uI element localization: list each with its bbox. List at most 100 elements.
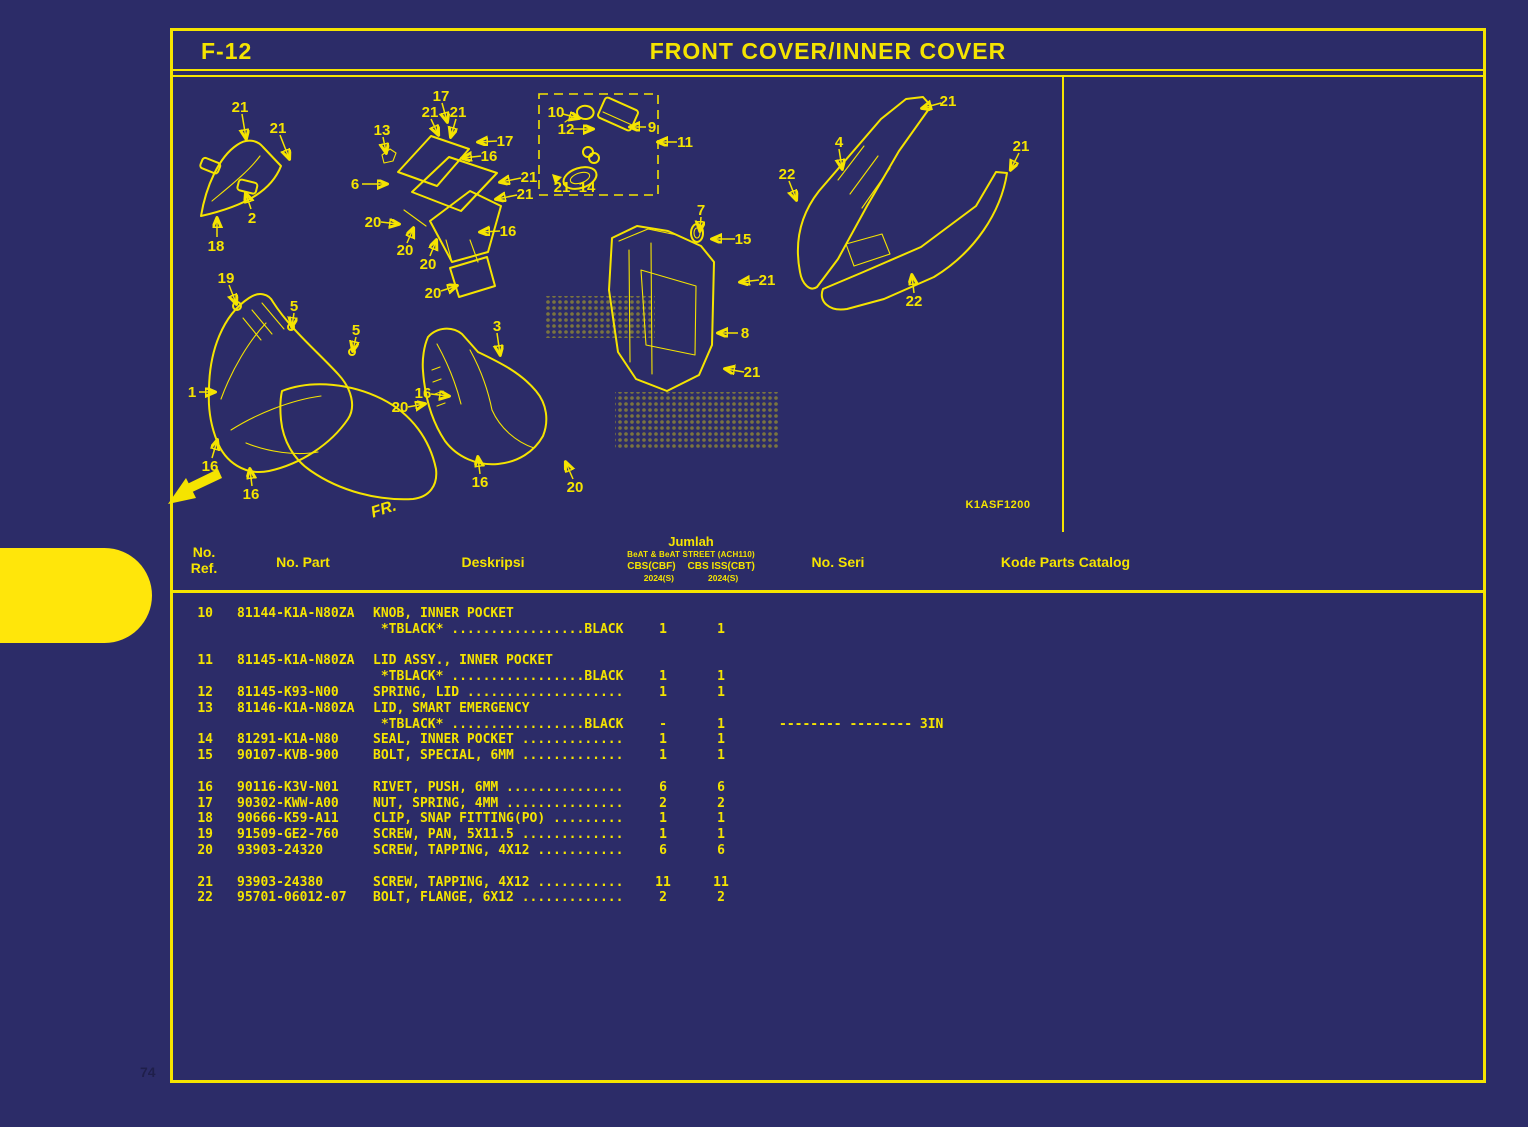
cell-part: 90116-K3V-N01 [237,779,339,795]
table-row: 13 81146-K1A-N80ZA LID, SMART EMERGENCY [173,701,1483,717]
table-header: No. Ref. No. Part Deskripsi Jumlah BeAT … [173,532,1483,593]
table-row-spacer [173,764,1483,780]
cell-q2: 1 [717,827,725,843]
table-row-spacer [173,859,1483,875]
cell-part: 90302-KWW-A00 [237,795,339,811]
cell-q2 [699,653,743,669]
cell-q2: 2 [717,890,725,906]
cell-ref: 15 [197,748,213,764]
cell-ref: 19 [197,827,213,843]
table-row: 22 95701-06012-07 BOLT, FLANGE, 6X12 .....… [173,890,1483,906]
table-row: 21 93903-24380 SCREW, TAPPING, 4X12 ......… [173,875,1483,891]
cell-desc: LID ASSY., INNER POCKET [373,653,554,669]
cell-q1: 1 [659,621,667,637]
cell-part: 81291-K1A-N80 [237,732,339,748]
cell-q2: 6 [717,842,725,858]
cell-part: 81145-K93-N00 [237,684,339,700]
table-row: 20 93903-24320 SCREW, TAPPING, 4X12 ......… [173,843,1483,859]
column-header-catalog: Kode Parts Catalog [1000,554,1131,570]
cell-desc: SCREW, TAPPING, 4X12 ........... [373,874,624,890]
cell-seri: -------- -------- 3IN [779,716,944,732]
cell-q1 [641,653,685,669]
page-header: F-12 FRONT COVER/INNER COVER [173,31,1483,71]
ref-header-line2: Ref. [190,560,218,576]
cell-q1: 1 [659,827,667,843]
page-number-watermark: 74 [140,1064,156,1080]
cell-ref: 10 [197,606,213,621]
table-row-spacer [173,638,1483,654]
cell-part: 90107-KVB-900 [237,748,339,764]
cell-part: 81144-K1A-N80ZA [237,606,355,621]
cell-desc: SEAL, INNER POCKET ............. [373,732,624,748]
qty-col1-year: 2024(S) [643,573,674,583]
page-frame: F-12 FRONT COVER/INNER COVER K1ASF1200 F… [170,28,1486,1083]
ref-header-line1: No. [192,544,216,560]
diagram-reference-code: K1ASF1200 [965,499,1031,511]
cell-ref: 17 [197,795,213,811]
cell-q1: 6 [659,842,667,858]
cell-q1: 11 [655,874,671,890]
cell-q1: 2 [659,890,667,906]
cell-q2 [699,701,743,717]
cell-desc: NUT, SPRING, 4MM ............... [373,795,624,811]
cell-ref: 11 [197,653,213,669]
cell-ref [173,622,213,638]
cell-q2 [699,606,743,622]
diagram-region [173,77,1483,530]
table-row: *TBLACK* .................BLACK 1 1 [173,669,1483,685]
column-header-quantity-group: Jumlah BeAT & BeAT STREET (ACH110) CBS(C… [601,534,781,583]
cell-desc: CLIP, SNAP FITTING(PO) ......... [373,811,624,827]
column-header-description: Deskripsi [461,554,525,570]
cell-desc: RIVET, PUSH, 6MM ............... [373,779,624,795]
cell-part [237,669,373,685]
page-code: F-12 [201,38,253,64]
column-header-seri: No. Seri [811,554,865,570]
cell-desc: BOLT, SPECIAL, 6MM ............. [373,748,624,764]
cell-q2: 1 [717,732,725,748]
table-row: 10 81144-K1A-N80ZA KNOB, INNER POCKET [173,606,1483,622]
cell-q1 [641,701,685,717]
parts-table-body: 10 81144-K1A-N80ZA KNOB, INNER POCKET *TBL… [173,595,1483,1080]
cell-ref: 16 [197,779,213,795]
table-row: 12 81145-K93-N00 SPRING, LID .............… [173,685,1483,701]
cell-part: 81145-K1A-N80ZA [237,653,355,669]
qty-group-subtitle: BeAT & BeAT STREET (ACH110) [627,550,755,559]
section-tab[interactable] [0,548,152,643]
cell-q2: 6 [717,779,725,795]
cell-q1: 1 [659,669,667,685]
cell-desc: SCREW, TAPPING, 4X12 ........... [373,842,624,858]
table-row: *TBLACK* .................BLACK 1 1 [173,622,1483,638]
cell-part: 93903-24320 [237,842,324,858]
qty-group-title: Jumlah [668,534,714,549]
cell-part: 91509-GE2-760 [237,827,339,843]
cell-q2: 1 [717,669,725,685]
cell-part [237,717,373,733]
cell-q1 [641,606,685,622]
cell-q2: 1 [717,621,725,637]
table-row: 18 90666-K59-A11 CLIP, SNAP FITTING(PO) ..… [173,811,1483,827]
column-header-part: No. Part [276,554,330,570]
cell-desc: SPRING, LID .................... [373,684,624,700]
cell-q2: 11 [713,874,729,890]
cell-ref: 13 [197,700,213,716]
cell-q1: 6 [659,779,667,795]
cell-ref [173,669,213,685]
cell-q1: 1 [659,732,667,748]
cell-desc: *TBLACK* .................BLACK [373,621,624,637]
cell-ref: 14 [197,732,213,748]
diagram-right-divider [1062,77,1064,532]
table-row: 14 81291-K1A-N80 SEAL, INNER POCKET ......… [173,732,1483,748]
cell-q1: 2 [659,795,667,811]
table-row: 17 90302-KWW-A00 NUT, SPRING, 4MM ........… [173,796,1483,812]
qty-col2-year: 2024(S) [708,573,739,583]
cell-desc: KNOB, INNER POCKET [373,606,514,621]
cell-desc: LID, SMART EMERGENCY [373,700,530,716]
cell-q2: 1 [717,748,725,764]
cell-desc: BOLT, FLANGE, 6X12 ............. [373,890,624,906]
cell-ref: 21 [197,874,213,890]
cell-q2: 2 [717,795,725,811]
cell-q1: - [659,716,667,732]
cell-q1: 1 [659,748,667,764]
header-divider [173,75,1483,77]
